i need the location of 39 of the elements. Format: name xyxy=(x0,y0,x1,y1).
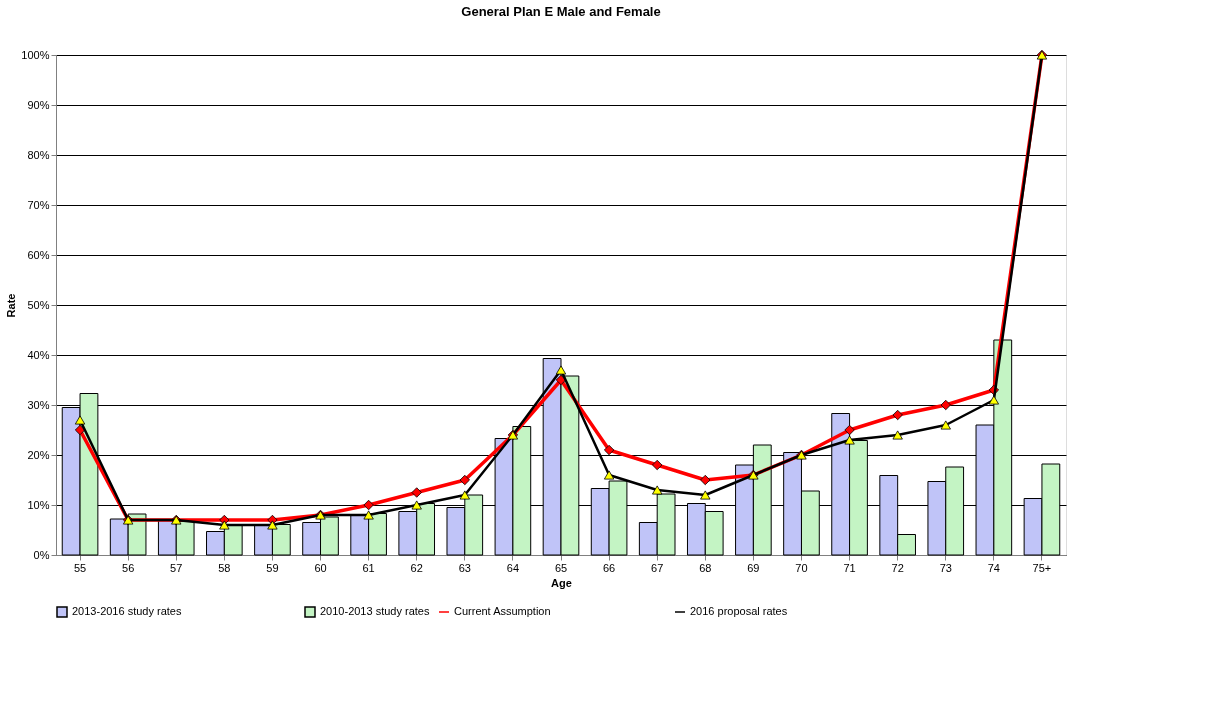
legend-label: Current Assumption xyxy=(454,605,551,617)
y-tick-label: 30% xyxy=(27,398,50,411)
y-tick-label: 80% xyxy=(27,148,50,161)
x-tick-label: 72 xyxy=(891,561,904,574)
x-tick-label: 65 xyxy=(554,561,568,574)
x-tick-label: 57 xyxy=(170,561,183,574)
x-tick-label: 56 xyxy=(122,561,135,574)
chart-title: General Plan E Male and Female xyxy=(461,3,661,19)
legend-label: 2016 proposal rates xyxy=(690,605,788,617)
y-tick-label: 10% xyxy=(27,498,50,511)
x-tick-label: 68 xyxy=(699,561,712,574)
y-tick-label: 0% xyxy=(33,548,50,561)
y-tick-label: 20% xyxy=(27,448,50,461)
y-tick-label: 100% xyxy=(21,48,50,61)
y-tick-label: 70% xyxy=(27,198,50,211)
x-tick-label: 64 xyxy=(506,561,520,574)
x-tick-label: 63 xyxy=(458,561,471,574)
x-tick-label: 73 xyxy=(939,561,952,574)
x-tick-label: 71 xyxy=(843,561,856,574)
x-tick-label: 67 xyxy=(651,561,664,574)
x-axis-title: Age xyxy=(551,576,572,589)
x-tick-label: 70 xyxy=(795,561,808,574)
y-tick-label: 40% xyxy=(27,348,50,361)
y-tick-label: 60% xyxy=(27,248,50,261)
x-tick-label: 60 xyxy=(314,561,327,574)
y-axis-title: Rate xyxy=(5,293,18,318)
y-tick-label: 90% xyxy=(27,98,50,111)
x-tick-label: 74 xyxy=(987,561,1000,574)
x-tick-label: 75+ xyxy=(1032,561,1052,574)
x-tick-label: 59 xyxy=(266,561,279,574)
x-tick-label: 69 xyxy=(747,561,760,574)
x-tick-label: 55 xyxy=(73,561,87,574)
legend-label: 2010-2013 study rates xyxy=(320,605,430,617)
y-tick-label: 50% xyxy=(27,298,50,311)
x-tick-label: 62 xyxy=(410,561,423,574)
x-tick-label: 66 xyxy=(602,561,616,574)
legend-label: 2013-2016 study rates xyxy=(72,605,182,617)
x-tick-label: 61 xyxy=(362,561,375,574)
x-tick-label: 58 xyxy=(218,561,231,574)
